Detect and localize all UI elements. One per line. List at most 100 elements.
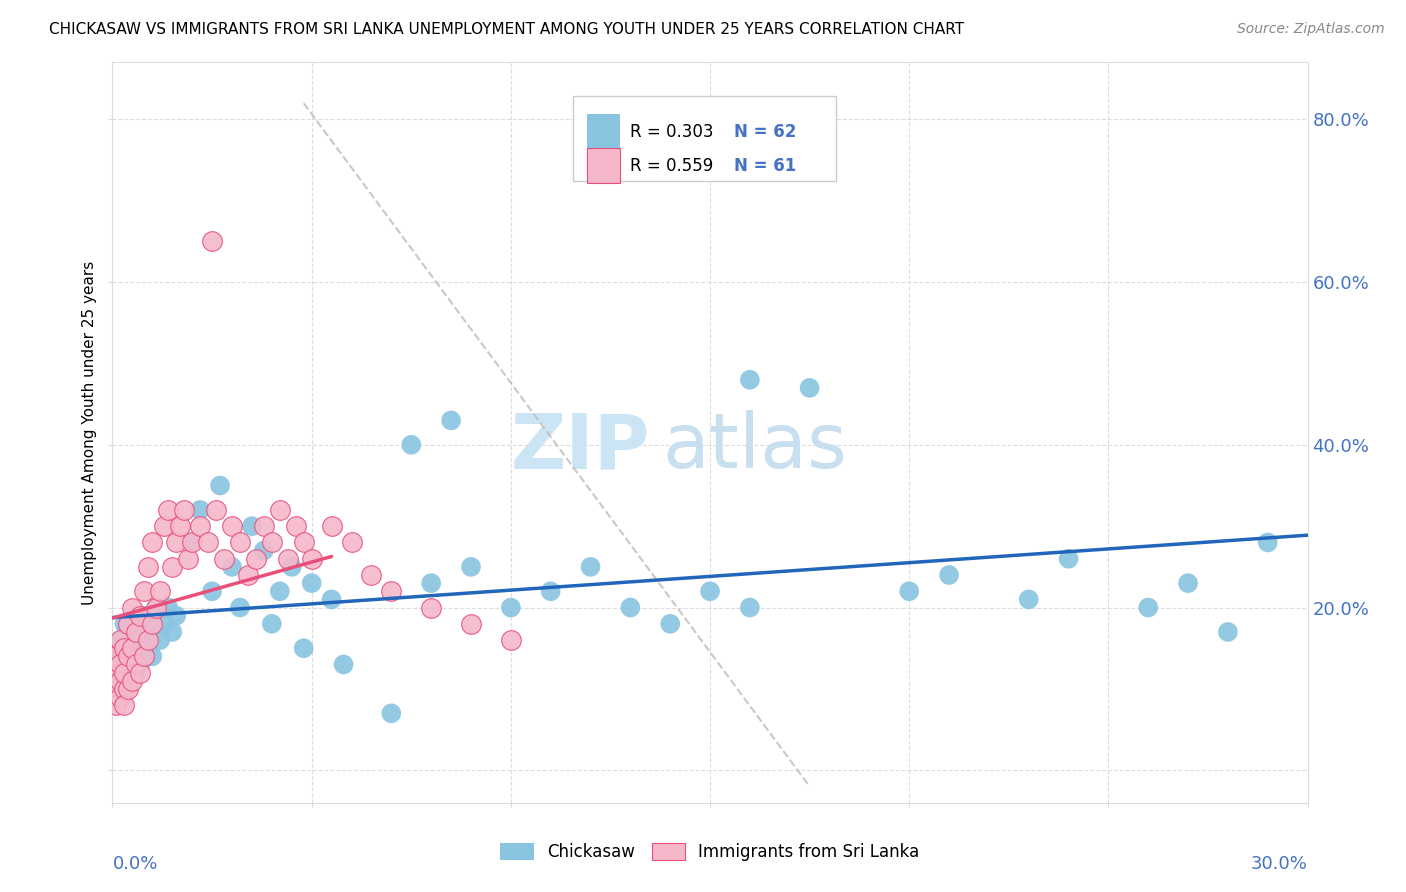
Point	[129, 657, 152, 672]
Point	[134, 584, 156, 599]
Point	[153, 616, 176, 631]
Point	[659, 616, 682, 631]
Point	[177, 551, 200, 566]
Text: ZIP: ZIP	[510, 410, 651, 484]
Point	[114, 657, 135, 672]
Point	[221, 519, 243, 533]
Point	[125, 624, 148, 639]
Point	[799, 381, 821, 395]
Point	[114, 698, 135, 713]
Text: 0.0%: 0.0%	[112, 855, 157, 872]
Point	[145, 600, 167, 615]
Point	[165, 608, 187, 623]
Point	[114, 681, 135, 696]
Point	[292, 535, 315, 549]
Point	[201, 235, 224, 249]
Point	[110, 681, 132, 696]
Point	[898, 584, 921, 599]
Point	[162, 624, 183, 639]
Point	[245, 551, 267, 566]
Point	[321, 519, 343, 533]
Point	[340, 535, 363, 549]
Point	[105, 649, 128, 664]
Text: atlas: atlas	[662, 410, 846, 484]
Point	[114, 616, 135, 631]
Point	[114, 641, 135, 656]
Point	[205, 503, 228, 517]
Point	[1137, 600, 1160, 615]
Point	[181, 535, 204, 549]
Point	[229, 535, 252, 549]
Point	[149, 633, 172, 648]
Point	[105, 698, 128, 713]
Point	[181, 535, 204, 549]
Point	[162, 559, 183, 574]
Point	[173, 503, 195, 517]
Point	[117, 649, 139, 664]
Point	[117, 624, 139, 639]
Point	[738, 600, 761, 615]
Point	[540, 584, 562, 599]
Point	[229, 600, 252, 615]
Point	[125, 657, 148, 672]
Legend: Chickasaw, Immigrants from Sri Lanka: Chickasaw, Immigrants from Sri Lanka	[501, 843, 920, 861]
Point	[301, 576, 323, 591]
Point	[420, 576, 443, 591]
Point	[277, 551, 299, 566]
Point	[134, 624, 156, 639]
Point	[420, 600, 443, 615]
Text: CHICKASAW VS IMMIGRANTS FROM SRI LANKA UNEMPLOYMENT AMONG YOUTH UNDER 25 YEARS C: CHICKASAW VS IMMIGRANTS FROM SRI LANKA U…	[49, 22, 965, 37]
Point	[1216, 624, 1239, 639]
Point	[401, 438, 423, 452]
Point	[284, 519, 307, 533]
Point	[260, 616, 283, 631]
Bar	[586, 114, 620, 150]
Point	[134, 649, 156, 664]
Point	[105, 665, 128, 680]
Point	[114, 665, 135, 680]
Point	[129, 665, 152, 680]
Point	[134, 608, 156, 623]
Point	[499, 633, 522, 648]
Point	[1018, 592, 1040, 607]
Point	[269, 584, 291, 599]
Bar	[586, 148, 620, 184]
Point	[121, 649, 143, 664]
Point	[619, 600, 641, 615]
Point	[121, 633, 143, 648]
Point	[579, 559, 602, 574]
Text: 30.0%: 30.0%	[1251, 855, 1308, 872]
Point	[125, 616, 148, 631]
Point	[138, 559, 160, 574]
Point	[699, 584, 721, 599]
Point	[138, 633, 160, 648]
Point	[281, 559, 304, 574]
FancyBboxPatch shape	[572, 95, 835, 181]
Point	[188, 519, 211, 533]
Point	[121, 641, 143, 656]
Point	[440, 413, 463, 427]
Point	[236, 568, 259, 582]
Point	[1257, 535, 1279, 549]
Point	[292, 641, 315, 656]
Point	[110, 673, 132, 688]
Point	[360, 568, 382, 582]
Point	[165, 535, 187, 549]
Point	[169, 519, 191, 533]
Point	[301, 551, 323, 566]
Point	[380, 706, 402, 721]
Point	[129, 608, 152, 623]
Point	[141, 535, 163, 549]
Point	[105, 641, 128, 656]
Point	[332, 657, 354, 672]
Text: Source: ZipAtlas.com: Source: ZipAtlas.com	[1237, 22, 1385, 37]
Point	[117, 616, 139, 631]
Point	[121, 600, 143, 615]
Point	[117, 673, 139, 688]
Point	[188, 503, 211, 517]
Point	[145, 600, 167, 615]
Y-axis label: Unemployment Among Youth under 25 years: Unemployment Among Youth under 25 years	[82, 260, 97, 605]
Point	[209, 478, 232, 492]
Point	[253, 519, 276, 533]
Point	[117, 681, 139, 696]
